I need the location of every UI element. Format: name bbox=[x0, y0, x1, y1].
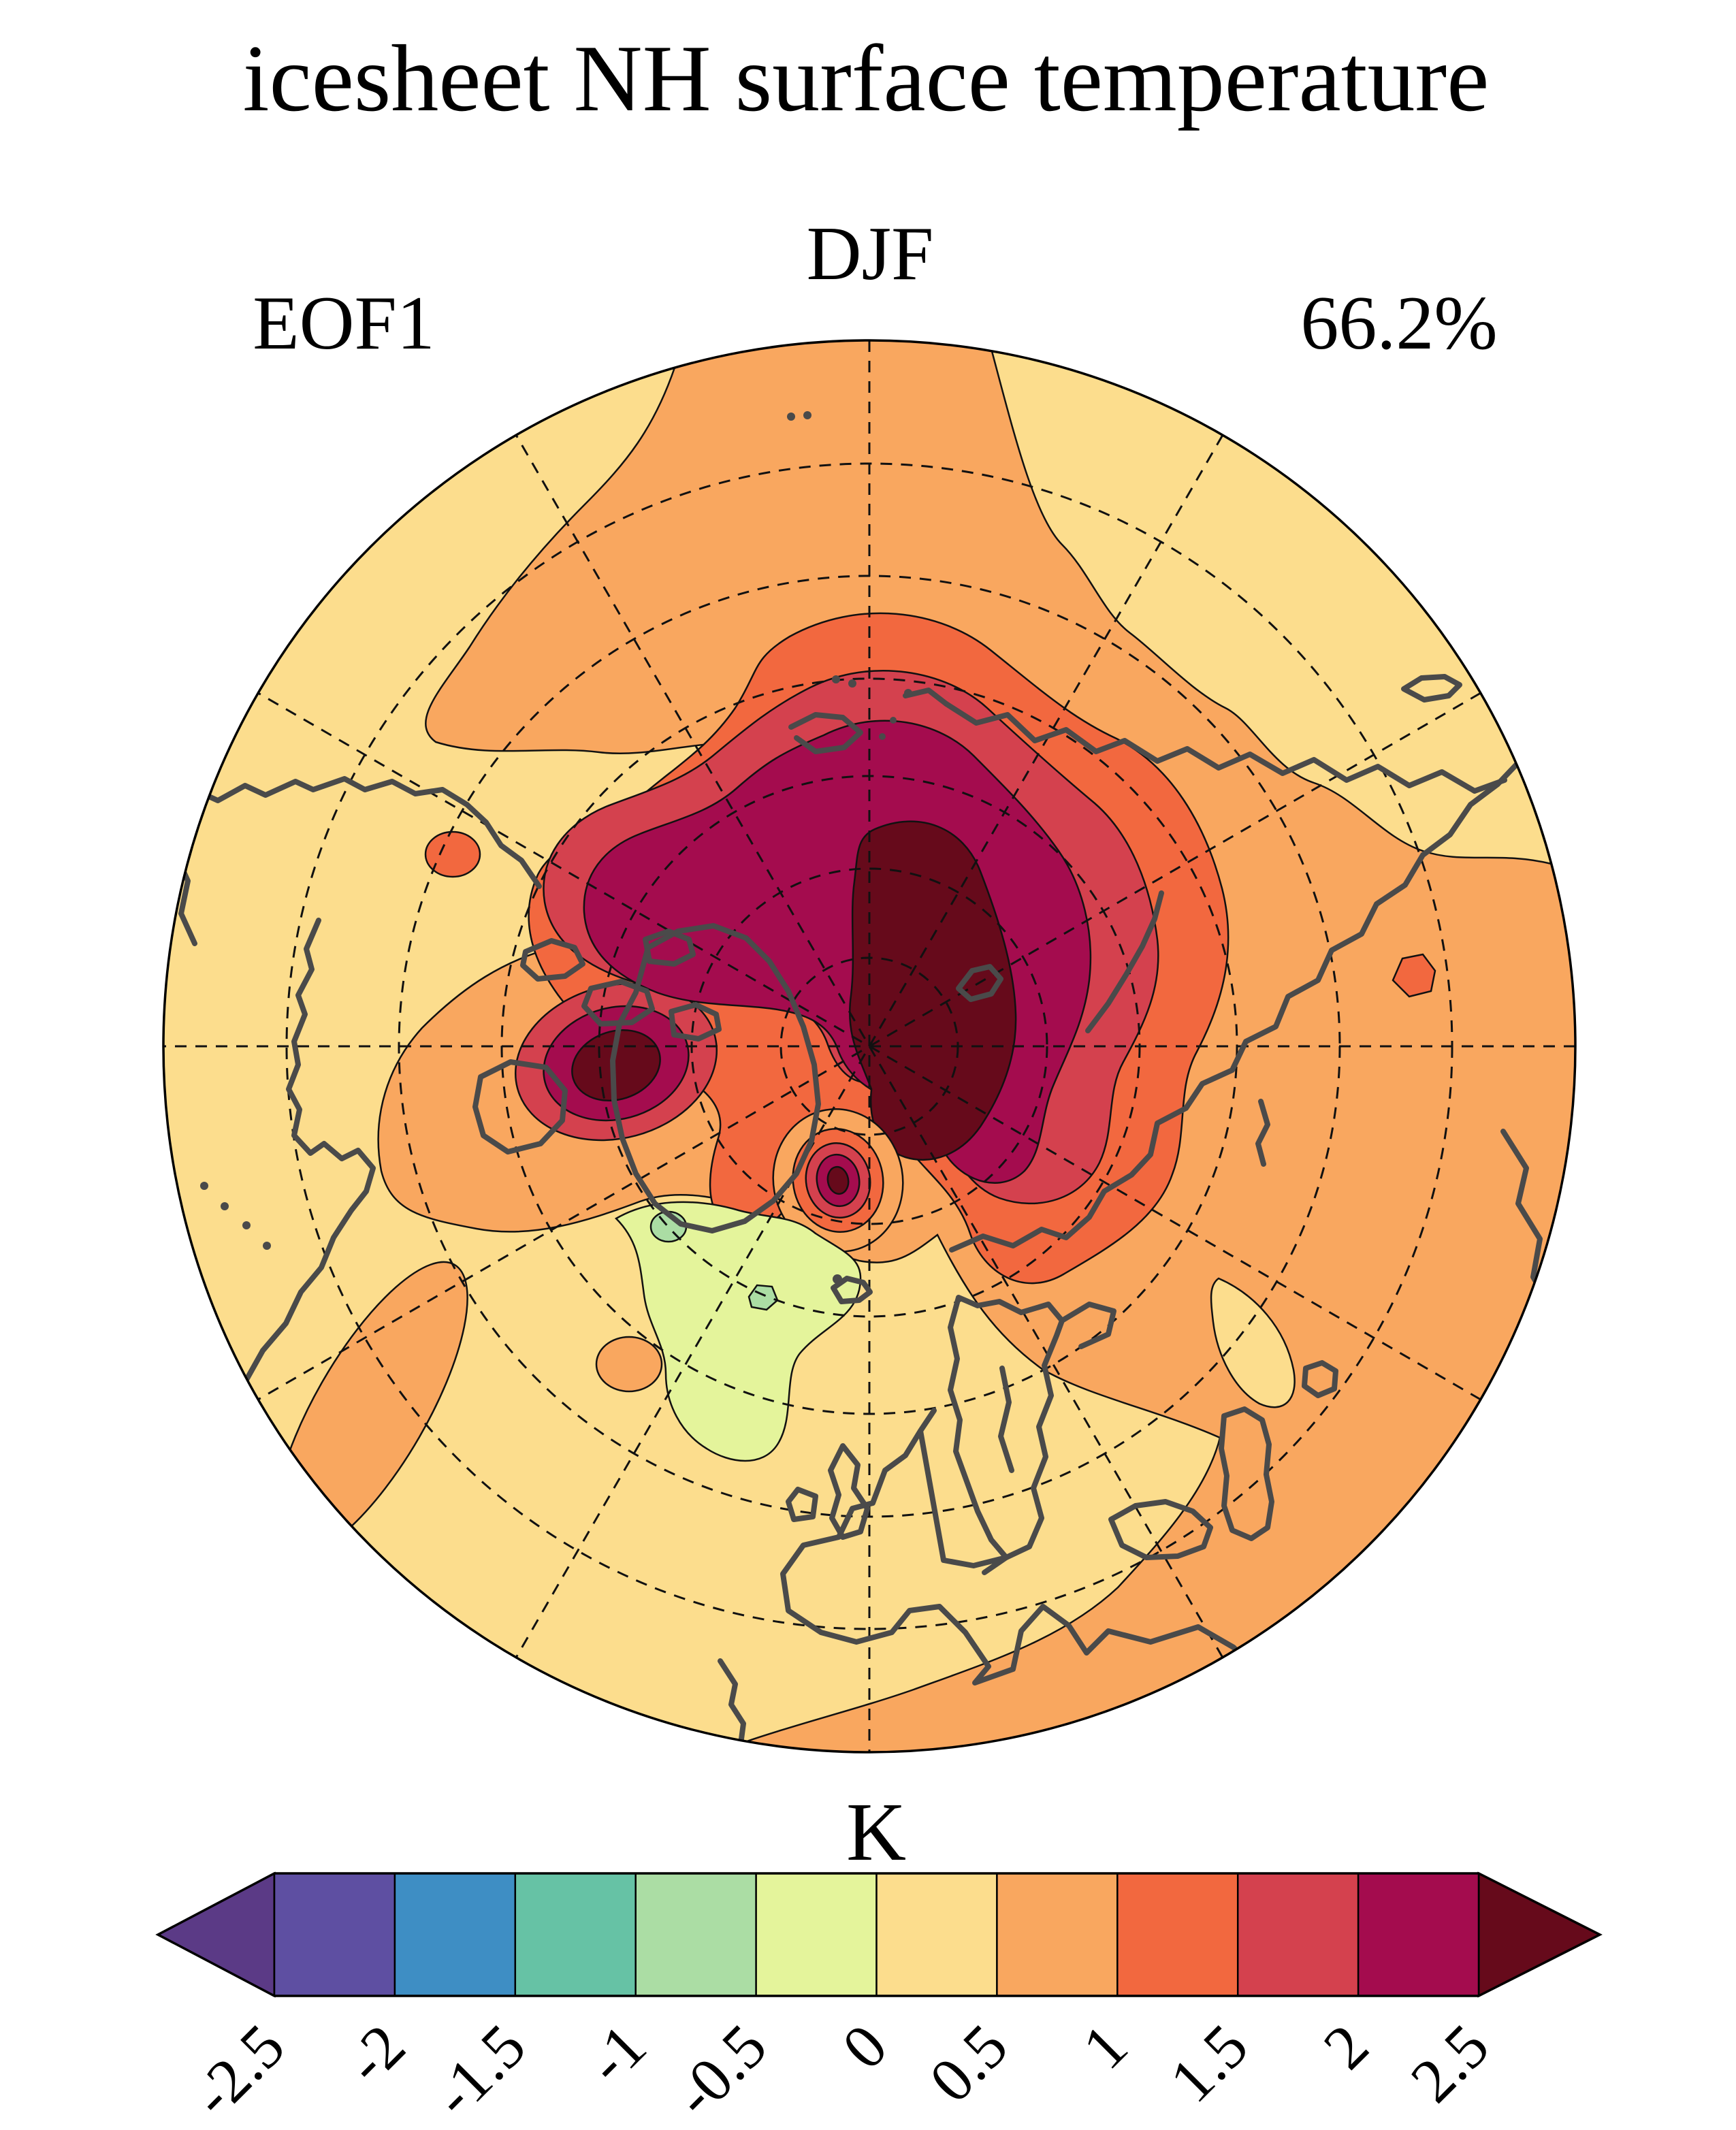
coastline-scandinavia bbox=[948, 1295, 1065, 1560]
colorbar-tick-label: -1.5 bbox=[419, 2011, 539, 2130]
coastline-aral-sea bbox=[1302, 1360, 1338, 1398]
colorbar-tick-label: -2.5 bbox=[178, 2011, 298, 2130]
colorbar-segment-0 bbox=[273, 1872, 396, 1997]
contour-region-over-2p5K-canadian-core bbox=[571, 1029, 661, 1101]
island-dot-6 bbox=[200, 1182, 208, 1190]
graticule-meridian-60-240 bbox=[257, 692, 1481, 1401]
coastline-white-sea bbox=[1059, 1302, 1116, 1349]
colorbar-tick-label: 0 bbox=[829, 2011, 900, 2082]
coastline-wrangel-island bbox=[1401, 674, 1462, 703]
coastline-arctic-island-c bbox=[643, 929, 696, 967]
colorbar-under-arrow bbox=[155, 1871, 276, 1998]
colorbar-segment-9 bbox=[1357, 1872, 1480, 1997]
colorbar-segment-3 bbox=[634, 1872, 757, 1997]
coastline-arctic-island-d bbox=[669, 1002, 722, 1042]
colorbar-segment-7 bbox=[1116, 1872, 1239, 1997]
contour-region-0p5-1K-labrador-blob bbox=[595, 1336, 663, 1393]
colorbar-tick-label: 1 bbox=[1069, 2011, 1140, 2082]
coastline-europe-mediterranean bbox=[780, 1408, 1262, 1685]
colorbar-tick-label: -1 bbox=[573, 2011, 659, 2097]
coastline-greenland bbox=[610, 923, 821, 1233]
eof-mode-label: EOF1 bbox=[253, 281, 435, 366]
island-dot-4 bbox=[848, 679, 856, 688]
coastline-iceland bbox=[831, 1276, 873, 1304]
polar-map bbox=[163, 340, 1575, 1752]
colorbar-segment-8 bbox=[1236, 1872, 1360, 1997]
coastline-arctic-island-a bbox=[520, 938, 585, 982]
coastline-novaya-zemlya bbox=[1085, 890, 1164, 1033]
figure-title: icesheet NH surface temperature bbox=[243, 26, 1490, 131]
coastlines bbox=[165, 411, 1558, 1752]
colorbar-tick-label: 2.5 bbox=[1398, 2011, 1502, 2115]
colorbar-tick-label: -0.5 bbox=[660, 2011, 779, 2130]
island-dot-9 bbox=[263, 1242, 271, 1250]
coastline-east-siberia bbox=[944, 701, 1507, 794]
coastline-seward-peninsula bbox=[788, 712, 863, 754]
coastline-northwest-africa bbox=[718, 1658, 762, 1752]
coastline-black-sea bbox=[1108, 1499, 1213, 1560]
coastline-svalbard bbox=[956, 964, 1003, 1002]
map-boundary-circle bbox=[162, 339, 1577, 1754]
island-dot-bering-b bbox=[890, 717, 897, 724]
coastline-great-britain bbox=[828, 1443, 870, 1540]
coastline-hudson-bay-labrador bbox=[215, 918, 376, 1417]
coastline-arctic-island-b bbox=[581, 979, 655, 1027]
coastline-chukotka bbox=[903, 688, 949, 707]
season-label: DJF bbox=[807, 212, 934, 296]
contour-region-over-2p5K-arctic-core bbox=[848, 820, 1017, 1161]
contour-region-0-0p5K-ural-crescent bbox=[1210, 1277, 1296, 1408]
island-dot-1 bbox=[787, 413, 795, 421]
graticule-meridian-120-300 bbox=[257, 692, 1481, 1401]
colorbar: -2.5 -2 -1.5 -1 -0.5 0 0.5 1 1.5 2 2.5 bbox=[155, 1871, 1603, 2130]
coastline-baffin-island bbox=[472, 1059, 568, 1155]
graticule-meridian-150-330 bbox=[515, 434, 1224, 1658]
colorbar-tick-label: 0.5 bbox=[916, 2011, 1020, 2115]
coastline-north-america-arctic bbox=[165, 776, 542, 889]
island-dot-5 bbox=[904, 689, 912, 697]
graticule bbox=[163, 340, 1575, 1752]
colorbar-segment-4 bbox=[755, 1872, 878, 1997]
island-dot-8 bbox=[242, 1221, 251, 1229]
colorbar-segment-2 bbox=[514, 1872, 637, 1997]
island-dot-2 bbox=[803, 411, 811, 419]
colorbar-outline bbox=[155, 1872, 1603, 1997]
island-dot-faroe bbox=[833, 1274, 842, 1284]
island-dot-bering-a bbox=[879, 733, 886, 740]
colorbar-tick-label: -2 bbox=[332, 2011, 418, 2097]
coastline-caspian-sea bbox=[1219, 1406, 1274, 1541]
coastline-ob-gulf bbox=[1255, 1099, 1270, 1167]
colorbar-segment-5 bbox=[875, 1872, 998, 1997]
contour-region-1-1p5K-yukon-blob bbox=[424, 830, 481, 878]
coastline-gulf-of-bothnia bbox=[998, 1366, 1014, 1473]
bullseye-core-over-2p5K bbox=[826, 1165, 850, 1195]
colorbar-tick-labels: -2.5 -2 -1.5 -1 -0.5 0 0.5 1 1.5 2 2.5 bbox=[178, 2011, 1502, 2130]
coastline-ireland bbox=[786, 1487, 818, 1522]
colorbar-over-arrow bbox=[1477, 1871, 1603, 1998]
explained-variance-label: 66.2% bbox=[1300, 281, 1497, 366]
contour-region-1-1p5K-siberia-blob bbox=[1392, 953, 1436, 998]
graticule-meridian-30-210 bbox=[515, 434, 1224, 1658]
coastline-eurasia-barents-kara bbox=[949, 731, 1549, 1253]
colorbar-segment-1 bbox=[393, 1872, 517, 1997]
colorbar-units-label: K bbox=[846, 1786, 906, 1878]
colorbar-segment-6 bbox=[996, 1872, 1119, 1997]
colorbar-tick-label: 2 bbox=[1310, 2011, 1381, 2082]
island-dot-3 bbox=[832, 675, 840, 683]
island-dot-7 bbox=[221, 1202, 229, 1210]
colorbar-tick-label: 1.5 bbox=[1157, 2011, 1261, 2115]
